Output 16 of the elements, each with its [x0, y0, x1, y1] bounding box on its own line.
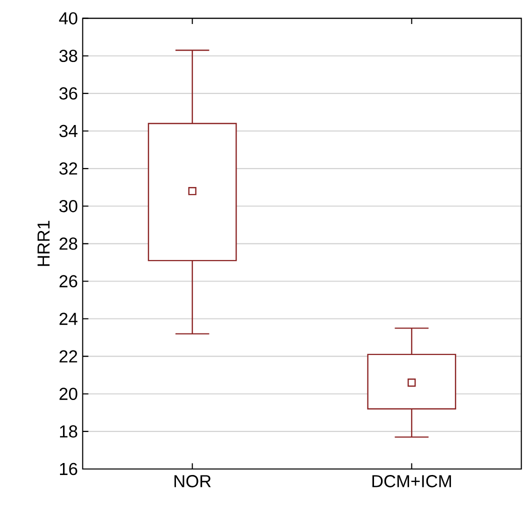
y-tick-label: 24 [60, 312, 78, 325]
x-tick-label: DCM+ICM [372, 475, 451, 488]
y-tick-label: 28 [60, 238, 78, 250]
y-axis-title: HRR1 [38, 220, 50, 266]
y-tick-label: 38 [59, 50, 78, 62]
y-tick-label: 36 [59, 87, 78, 100]
y-tick-label: 20 [60, 388, 78, 400]
x-tick-label: NOR [174, 475, 211, 488]
y-tick-label: 18 [60, 425, 78, 438]
y-tick-label: 16 [60, 462, 78, 476]
y-tick-label: 30 [59, 200, 78, 212]
y-tick-label: 26 [60, 275, 78, 288]
y-tick-label: 32 [59, 162, 78, 175]
y-tick-label: 34 [59, 124, 78, 138]
y-tick-label: 22 [60, 350, 78, 362]
y-tick-label: 40 [59, 12, 78, 24]
